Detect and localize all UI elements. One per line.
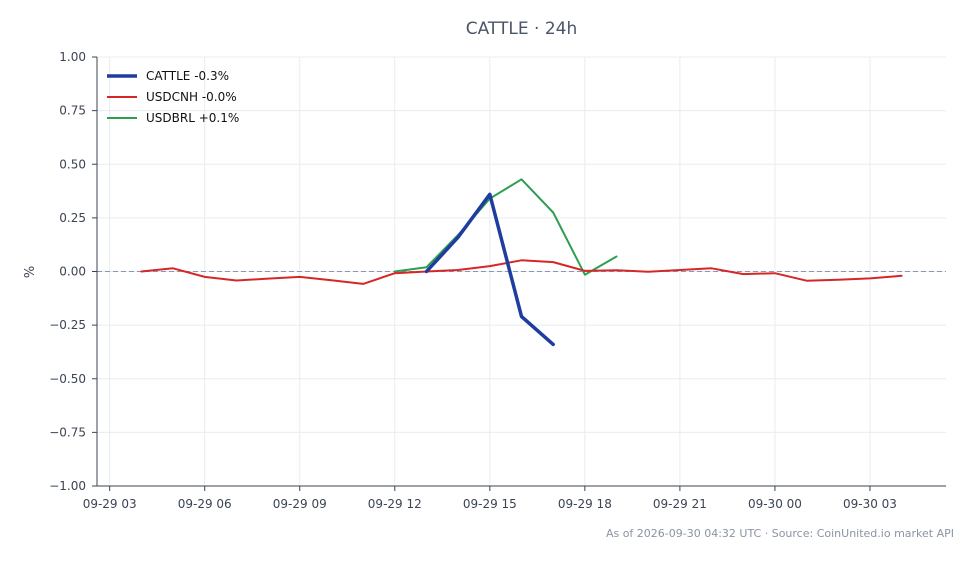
y-tick-label: −0.75 <box>49 425 86 439</box>
legend-label-usdcnh: USDCNH -0.0% <box>146 90 237 104</box>
x-tick-label: 09-29 21 <box>653 497 707 511</box>
x-tick-label: 09-29 09 <box>273 497 327 511</box>
tick-labels: 1.00 0.75 0.50 0.25 0.00 −0.25 −0.50 −0.75 −1.00… <box>49 50 897 511</box>
x-tick-label: 09-29 15 <box>463 497 517 511</box>
source-footer: As of 2026-09-30 04:32 UTC · Source: Coi… <box>605 527 954 540</box>
y-tick-label: −0.25 <box>49 318 86 332</box>
series-lines <box>140 178 903 347</box>
legend: CATTLE -0.3% USDCNH -0.0% USDBRL +0.1% <box>107 69 239 125</box>
x-tick-label: 09-29 06 <box>178 497 232 511</box>
y-tick-label: 0.75 <box>59 104 86 118</box>
x-tick-label: 09-29 12 <box>368 497 422 511</box>
y-axis-label: % <box>23 266 38 278</box>
y-tick-label: −0.50 <box>49 372 86 386</box>
x-tick-label: 09-29 18 <box>558 497 612 511</box>
series-line-usdbrl <box>393 178 618 276</box>
y-tick-label: 1.00 <box>59 50 86 64</box>
axes <box>92 56 946 491</box>
y-tick-label: 0.25 <box>59 211 86 225</box>
series-line-usdcnh <box>140 259 903 285</box>
chart-title: CATTLE · 24h <box>465 19 578 39</box>
x-tick-label: 09-29 03 <box>83 497 137 511</box>
x-tick-label: 09-30 00 <box>748 497 802 511</box>
series-line-cattle <box>424 192 555 347</box>
x-tick-label: 09-30 03 <box>843 497 897 511</box>
y-tick-label: −1.00 <box>49 479 86 493</box>
legend-label-cattle: CATTLE -0.3% <box>146 69 229 83</box>
legend-label-usdbrl: USDBRL +0.1% <box>146 111 239 125</box>
y-tick-label: 0.50 <box>59 157 86 171</box>
y-tick-label: 0.00 <box>59 265 86 279</box>
